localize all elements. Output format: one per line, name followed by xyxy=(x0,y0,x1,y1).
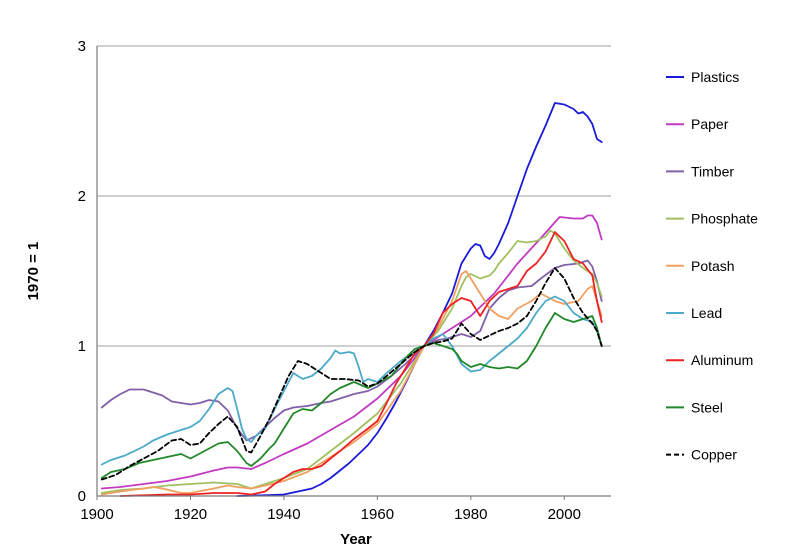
legend-label-phosphate: Phosphate xyxy=(691,211,758,227)
legend-label-steel: Steel xyxy=(691,399,723,415)
y-tick-labels: 0 1 2 3 xyxy=(78,38,86,505)
y-tick-label: 2 xyxy=(78,188,86,205)
legend-label-aluminum: Aluminum xyxy=(691,352,753,368)
series-lines xyxy=(100,102,603,497)
series-line-paper xyxy=(100,214,603,490)
y-tick-label: 3 xyxy=(78,38,86,55)
series-line-timber xyxy=(100,259,603,442)
axes xyxy=(96,46,611,500)
x-tick-labels: 1900 1920 1940 1960 1980 2000 xyxy=(80,506,581,523)
x-tick-label: 1980 xyxy=(454,506,487,523)
y-axis-title: 1970 = 1 xyxy=(25,242,42,301)
y-tick-label: 1 xyxy=(78,338,86,355)
legend-label-plastics: Plastics xyxy=(691,69,739,85)
series-line-copper xyxy=(100,267,603,481)
series-line-plastics xyxy=(236,102,603,497)
x-tick-label: 2000 xyxy=(548,506,581,523)
x-tick-label: 1960 xyxy=(361,506,394,523)
y-tick-label: 0 xyxy=(78,488,86,505)
legend-label-timber: Timber xyxy=(691,163,734,179)
x-tick-label: 1920 xyxy=(174,506,207,523)
x-tick-label: 1940 xyxy=(267,506,300,523)
legend-label-lead: Lead xyxy=(691,305,722,321)
series-line-aluminum xyxy=(119,231,603,497)
gridlines xyxy=(97,45,611,347)
legend-label-copper: Copper xyxy=(691,447,737,463)
series-line-lead xyxy=(100,295,603,466)
legend-label-paper: Paper xyxy=(691,116,729,132)
x-axis-title: Year xyxy=(340,531,372,548)
x-tick-label: 1900 xyxy=(80,506,113,523)
legend-label-potash: Potash xyxy=(691,258,735,274)
legend: Plastics Paper Timber Phosphate Potash Lead Al… xyxy=(666,69,758,463)
